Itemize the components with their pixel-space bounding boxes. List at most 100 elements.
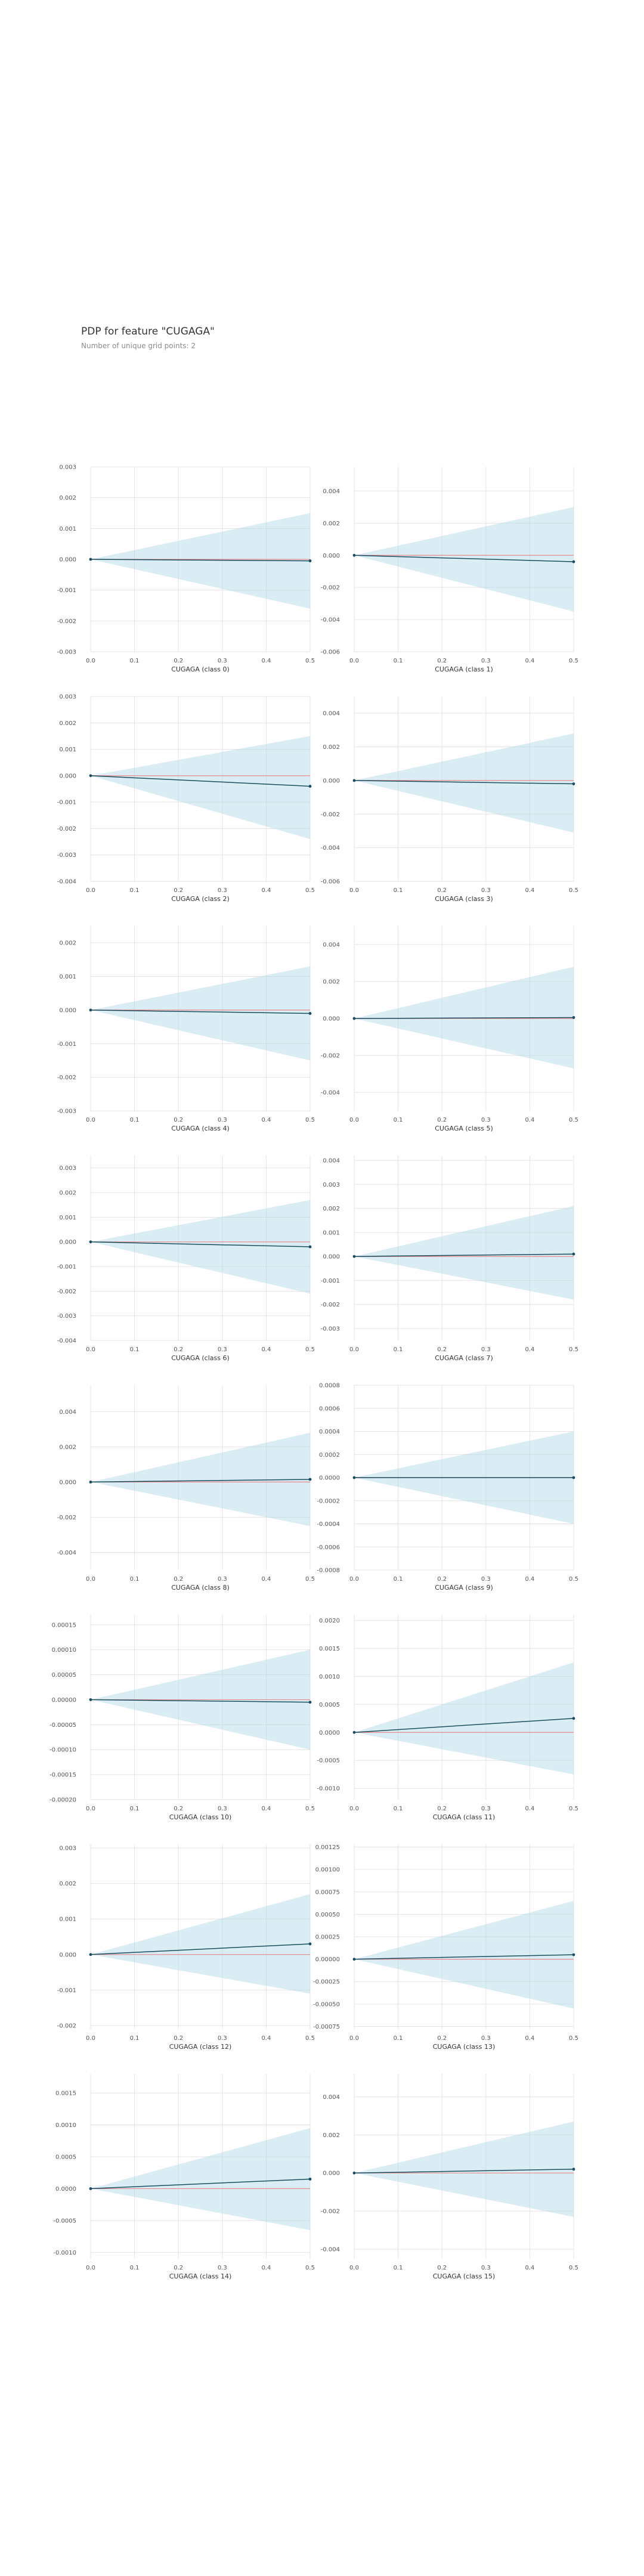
y-tick-label: 0.00010 — [52, 1647, 76, 1654]
y-tick-label: 0.0015 — [55, 2091, 76, 2097]
y-tick-label: -0.0004 — [317, 1521, 340, 1528]
y-tick-label: -0.003 — [321, 1326, 340, 1332]
x-tick-label: 0.1 — [394, 887, 403, 894]
y-tick-label: 0.003 — [59, 1845, 76, 1852]
x-tick-label: 0.4 — [525, 1576, 534, 1583]
pdp-subplot-class-10: 0.0 0.1 0.2 0.3 0.4 0.5 0.00015 0.00010 0.00005 0… — [49, 1615, 315, 1821]
y-tick-label: 0.002 — [323, 979, 340, 986]
pdp-point — [89, 1240, 92, 1244]
y-tick-label: -0.002 — [57, 618, 76, 625]
x-tick-label: 0.4 — [261, 1576, 271, 1583]
pdp-point — [308, 1701, 312, 1704]
y-tick-label: 0.00050 — [315, 1912, 340, 1918]
x-tick-label: 0.5 — [569, 1346, 578, 1353]
y-tick-label: 0.001 — [59, 1916, 76, 1923]
figure-subtitle: Number of unique grid points: 2 — [81, 342, 196, 350]
pdp-subplot-class-1: 0.0 0.1 0.2 0.3 0.4 0.5 0.004 0.002 0.000 -0.002 -… — [321, 467, 578, 673]
y-tick-label: 0.0000 — [319, 1475, 340, 1482]
x-tick-label: 0.3 — [218, 887, 227, 894]
x-tick-label: 0.0 — [86, 887, 95, 894]
pdp-line — [90, 1479, 311, 1483]
confidence-band — [91, 736, 310, 840]
y-tick-label: -0.001 — [57, 1264, 76, 1271]
x-axis-label: CUGAGA (class 4) — [171, 1125, 230, 1132]
y-tick-label: 0.002 — [59, 495, 76, 501]
x-tick-label: 0.1 — [394, 2265, 403, 2271]
y-tick-label: 0.000 — [323, 1254, 340, 1261]
x-axis-label: CUGAGA (class 0) — [171, 665, 230, 673]
x-axis-label: CUGAGA (class 10) — [169, 1813, 232, 1821]
y-tick-label: 0.00125 — [315, 1844, 340, 1851]
y-tick-label: 0.001 — [59, 747, 76, 753]
y-tick-label: 0.001 — [59, 1215, 76, 1221]
x-tick-label: 0.5 — [305, 1576, 315, 1583]
x-tick-label: 0.2 — [174, 2035, 183, 2042]
y-tick-label: 0.000 — [59, 557, 76, 564]
x-axis-label: CUGAGA (class 8) — [171, 1584, 230, 1592]
pdp-subplot-class-3: 0.0 0.1 0.2 0.3 0.4 0.5 0.004 0.002 0.000 -0.002 -… — [321, 696, 578, 903]
x-tick-label: 0.0 — [86, 2035, 95, 2042]
pdp-point — [352, 1017, 356, 1020]
y-tick-label: 0.0010 — [319, 1674, 340, 1680]
y-tick-label: 0.004 — [323, 711, 340, 717]
x-tick-label: 0.5 — [305, 2265, 315, 2271]
x-tick-label: 0.1 — [130, 1576, 140, 1583]
pdp-line — [354, 555, 574, 562]
y-tick-label: -0.00005 — [49, 1722, 76, 1729]
pdp-subplot-class-13: 0.0 0.1 0.2 0.3 0.4 0.5 0.00125 0.00100 0.00075 0… — [313, 1844, 578, 2051]
pdp-point — [352, 1476, 356, 1479]
y-tick-label: -0.001 — [321, 1278, 340, 1284]
x-tick-label: 0.2 — [174, 2265, 183, 2271]
confidence-band — [354, 1662, 574, 1775]
x-axis-label: CUGAGA (class 14) — [169, 2272, 232, 2280]
y-tick-label: -0.002 — [321, 585, 340, 592]
x-tick-label: 0.5 — [569, 658, 578, 664]
pdp-point — [89, 1480, 92, 1484]
x-tick-label: 0.5 — [305, 1806, 315, 1812]
x-tick-label: 0.0 — [86, 1117, 95, 1123]
pdp-point — [572, 1016, 575, 1019]
x-tick-label: 0.1 — [130, 1806, 140, 1812]
y-tick-label: 0.0015 — [319, 1646, 340, 1652]
y-tick-label: -0.004 — [57, 1550, 76, 1556]
pdp-subplot-class-4: 0.0 0.1 0.2 0.3 0.4 0.5 0.002 0.001 0.000 -0.001 -… — [57, 926, 315, 1132]
y-tick-label: -0.006 — [321, 879, 340, 886]
y-tick-label: 0.000 — [59, 773, 76, 779]
pdp-point — [89, 1008, 92, 1012]
x-tick-label: 0.4 — [261, 2265, 271, 2271]
x-tick-label: 0.3 — [218, 2265, 227, 2271]
x-tick-label: 0.5 — [305, 887, 315, 894]
y-tick-label: -0.003 — [57, 649, 76, 656]
pdp-subplot-class-6: 0.0 0.1 0.2 0.3 0.4 0.5 0.003 0.002 0.001 0.000 -0… — [57, 1156, 315, 1362]
pdp-line — [90, 2178, 311, 2190]
y-tick-label: -0.002 — [57, 826, 76, 832]
pdp-subplot-class-7: 0.0 0.1 0.2 0.3 0.4 0.5 0.004 0.003 0.002 0.001 0.… — [321, 1156, 578, 1362]
y-tick-label: 0.00015 — [52, 1622, 76, 1628]
y-tick-label: -0.001 — [57, 1987, 76, 1994]
y-tick-label: 0.001 — [59, 974, 76, 980]
x-tick-label: 0.1 — [394, 1117, 403, 1123]
y-tick-label: -0.002 — [321, 812, 340, 818]
y-tick-label: -0.002 — [57, 2023, 76, 2030]
pdp-subplot-class-11: 0.0 0.1 0.2 0.3 0.4 0.5 0.0020 0.0015 0.0010 0.00… — [317, 1615, 578, 1821]
pdp-point — [308, 559, 312, 562]
x-tick-label: 0.2 — [437, 2035, 447, 2042]
x-tick-label: 0.5 — [569, 1117, 578, 1123]
pdp-line — [354, 1718, 574, 1733]
pdp-point — [352, 553, 356, 557]
pdp-point — [308, 1245, 312, 1249]
x-tick-label: 0.3 — [481, 2265, 491, 2271]
pdp-point — [308, 2177, 312, 2181]
pdp-subplot-class-2: 0.0 0.1 0.2 0.3 0.4 0.5 0.003 0.002 0.001 0.000 -0… — [57, 694, 315, 903]
x-tick-label: 0.3 — [481, 1346, 491, 1353]
x-tick-label: 0.2 — [174, 1576, 183, 1583]
confidence-band — [91, 513, 310, 609]
x-tick-label: 0.1 — [394, 658, 403, 664]
pdp-line — [90, 775, 311, 787]
x-tick-label: 0.5 — [305, 658, 315, 664]
x-axis-label: CUGAGA (class 11) — [433, 1813, 496, 1821]
x-axis-label: CUGAGA (class 2) — [171, 895, 230, 903]
pdp-subplot-class-12: 0.0 0.1 0.2 0.3 0.4 0.5 0.003 0.002 0.001 0.000 -0… — [57, 1844, 315, 2051]
pdp-line — [354, 2169, 574, 2174]
x-axis-label: CUGAGA (class 15) — [433, 2272, 496, 2280]
